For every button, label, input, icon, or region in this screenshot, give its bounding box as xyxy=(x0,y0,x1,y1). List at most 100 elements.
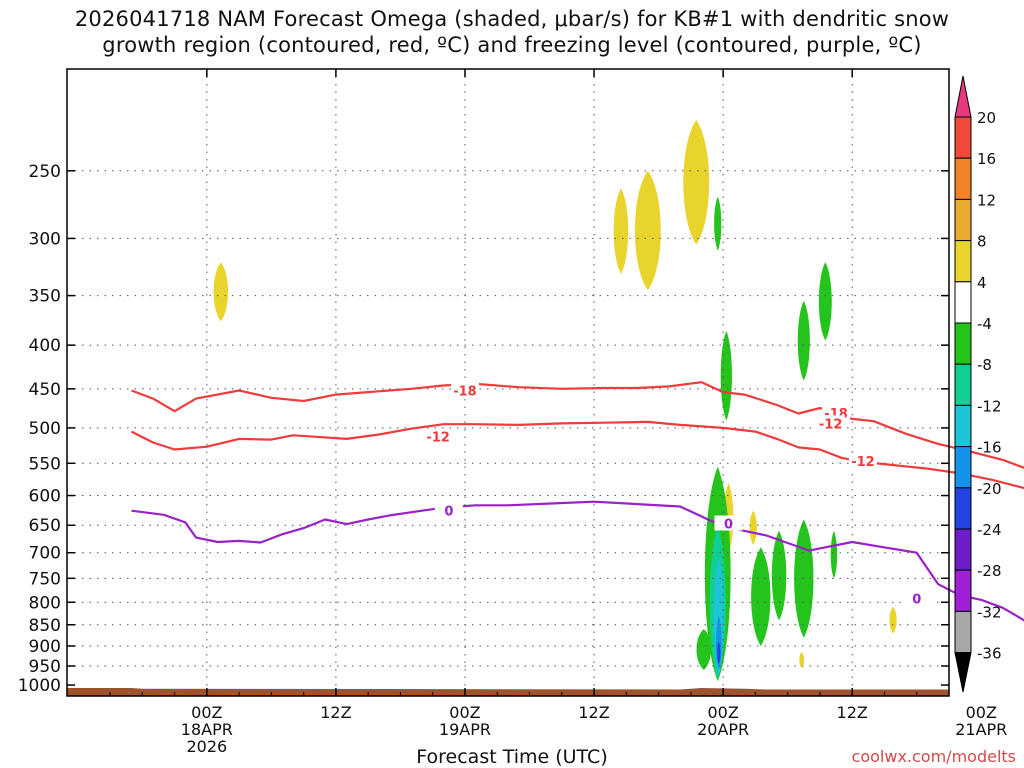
contour-label-bg xyxy=(714,515,743,531)
colorbar-box xyxy=(954,116,972,159)
omega-region xyxy=(799,652,805,668)
y-tick-label: 800 xyxy=(29,593,61,613)
colorbar-box xyxy=(954,446,972,489)
colorbar-label: 4 xyxy=(977,274,987,292)
colorbar-label: 12 xyxy=(977,191,996,209)
colorbar-label: -4 xyxy=(977,315,992,333)
contour-minus12 xyxy=(131,420,1024,490)
colorbar-box xyxy=(954,487,972,530)
grid-layer xyxy=(67,69,949,696)
y-tick-label: 900 xyxy=(29,637,61,657)
colorbar-label: -12 xyxy=(977,397,1002,415)
omega-region xyxy=(830,530,838,579)
contour-label: -12 xyxy=(819,417,843,432)
x-tick-label: 00Z xyxy=(449,703,480,722)
colorbar-box xyxy=(954,610,972,654)
colorbar-box xyxy=(954,569,972,612)
colorbar-label: 16 xyxy=(977,150,996,168)
x-tick-label: 12Z xyxy=(837,703,868,722)
omega-region xyxy=(683,119,710,245)
colorbar-label: -8 xyxy=(977,356,992,374)
colorbar-box xyxy=(954,157,972,200)
x-tick-label: 00Z xyxy=(707,703,738,722)
y-tick-label: 650 xyxy=(29,516,61,536)
colorbar-bottom-arrow xyxy=(954,652,972,693)
colorbar-label: 8 xyxy=(977,233,987,251)
omega-region xyxy=(634,170,661,291)
contour-label: 0 xyxy=(912,593,921,608)
chart-title-line2: growth region (contoured, red, ºC) and f… xyxy=(102,33,922,57)
omega-region xyxy=(889,606,897,634)
credit-text: coolwx.com/modelts xyxy=(851,747,1016,766)
omega-region xyxy=(714,196,722,251)
colorbar-top-arrow xyxy=(954,75,972,118)
colorbar-box xyxy=(954,528,972,571)
contour-label-bg xyxy=(450,382,479,398)
colorbar-box xyxy=(954,404,972,448)
contour-label: 0 xyxy=(444,505,453,520)
y-tick-label: 300 xyxy=(29,229,61,249)
contour-label-bg xyxy=(816,415,845,431)
x-tick-label: 19APR xyxy=(439,720,491,739)
omega-region xyxy=(720,330,732,421)
colorbar-box xyxy=(954,281,972,324)
colorbar-label: 20 xyxy=(977,109,996,127)
colorbar-label: -16 xyxy=(977,439,1002,457)
omega-shading-layer xyxy=(213,119,897,682)
terrain-surface xyxy=(67,687,949,696)
x-tick-label: 21APR xyxy=(955,720,1007,739)
y-tick-label: 1000 xyxy=(18,676,61,696)
contour-label-bg xyxy=(434,502,463,518)
y-tick-label: 250 xyxy=(29,162,61,182)
chart-title-line1: 2026041718 NAM Forecast Omega (shaded, μ… xyxy=(74,7,950,31)
colorbar-label: -28 xyxy=(977,562,1002,580)
contour-0 xyxy=(131,500,1024,622)
y-tick-label: 950 xyxy=(29,657,61,677)
contour-label-bg xyxy=(902,590,931,606)
colorbar-box xyxy=(954,240,972,283)
colorbar-label: -24 xyxy=(977,521,1002,539)
colorbar-label: -32 xyxy=(977,603,1002,621)
omega-region xyxy=(717,641,721,665)
contour-label: -12 xyxy=(851,455,875,470)
x-tick-label: 12Z xyxy=(578,703,609,722)
y-tick-label: 350 xyxy=(29,287,61,307)
y-axis: 2503003504004505005506006507007508008509… xyxy=(18,162,949,696)
omega-region xyxy=(794,519,814,638)
contour-label: -18 xyxy=(453,384,477,399)
omega-region xyxy=(696,629,712,670)
contour-label-bg xyxy=(848,453,877,469)
y-tick-label: 400 xyxy=(29,336,61,356)
contour-minus18 xyxy=(131,381,1024,469)
contour-label-bg xyxy=(424,428,453,444)
omega-colorbar: 20 16 12 8 4 -4 -8 -12 -16 -20 -24 -28 -32 -36 xyxy=(954,75,1002,693)
colorbar-box xyxy=(954,363,972,406)
x-tick-label: 00Z xyxy=(966,703,997,722)
terrain-layer xyxy=(67,687,949,696)
y-tick-label: 850 xyxy=(29,616,61,636)
x-tick-label: 20APR xyxy=(697,720,749,739)
omega-region xyxy=(818,262,832,341)
colorbar-box xyxy=(954,198,972,242)
omega-region xyxy=(613,188,629,274)
y-tick-label: 750 xyxy=(29,569,61,589)
x-tick-label: 2026 xyxy=(186,737,227,756)
colorbar-label: -20 xyxy=(977,480,1002,498)
omega-region xyxy=(797,300,810,381)
omega-region xyxy=(749,510,757,545)
y-tick-label: 450 xyxy=(29,380,61,400)
x-tick-label: 18APR xyxy=(181,720,233,739)
x-axis-title: Forecast Time (UTC) xyxy=(416,746,608,768)
y-tick-label: 700 xyxy=(29,544,61,564)
contour-label: -12 xyxy=(426,431,450,446)
y-tick-label: 550 xyxy=(29,454,61,474)
plot-frame xyxy=(66,68,950,697)
omega-region xyxy=(751,547,771,646)
x-tick-label: 00Z xyxy=(191,703,222,722)
colorbar-label: -36 xyxy=(977,645,1002,663)
y-tick-label: 600 xyxy=(29,487,61,507)
omega-region xyxy=(213,262,229,322)
